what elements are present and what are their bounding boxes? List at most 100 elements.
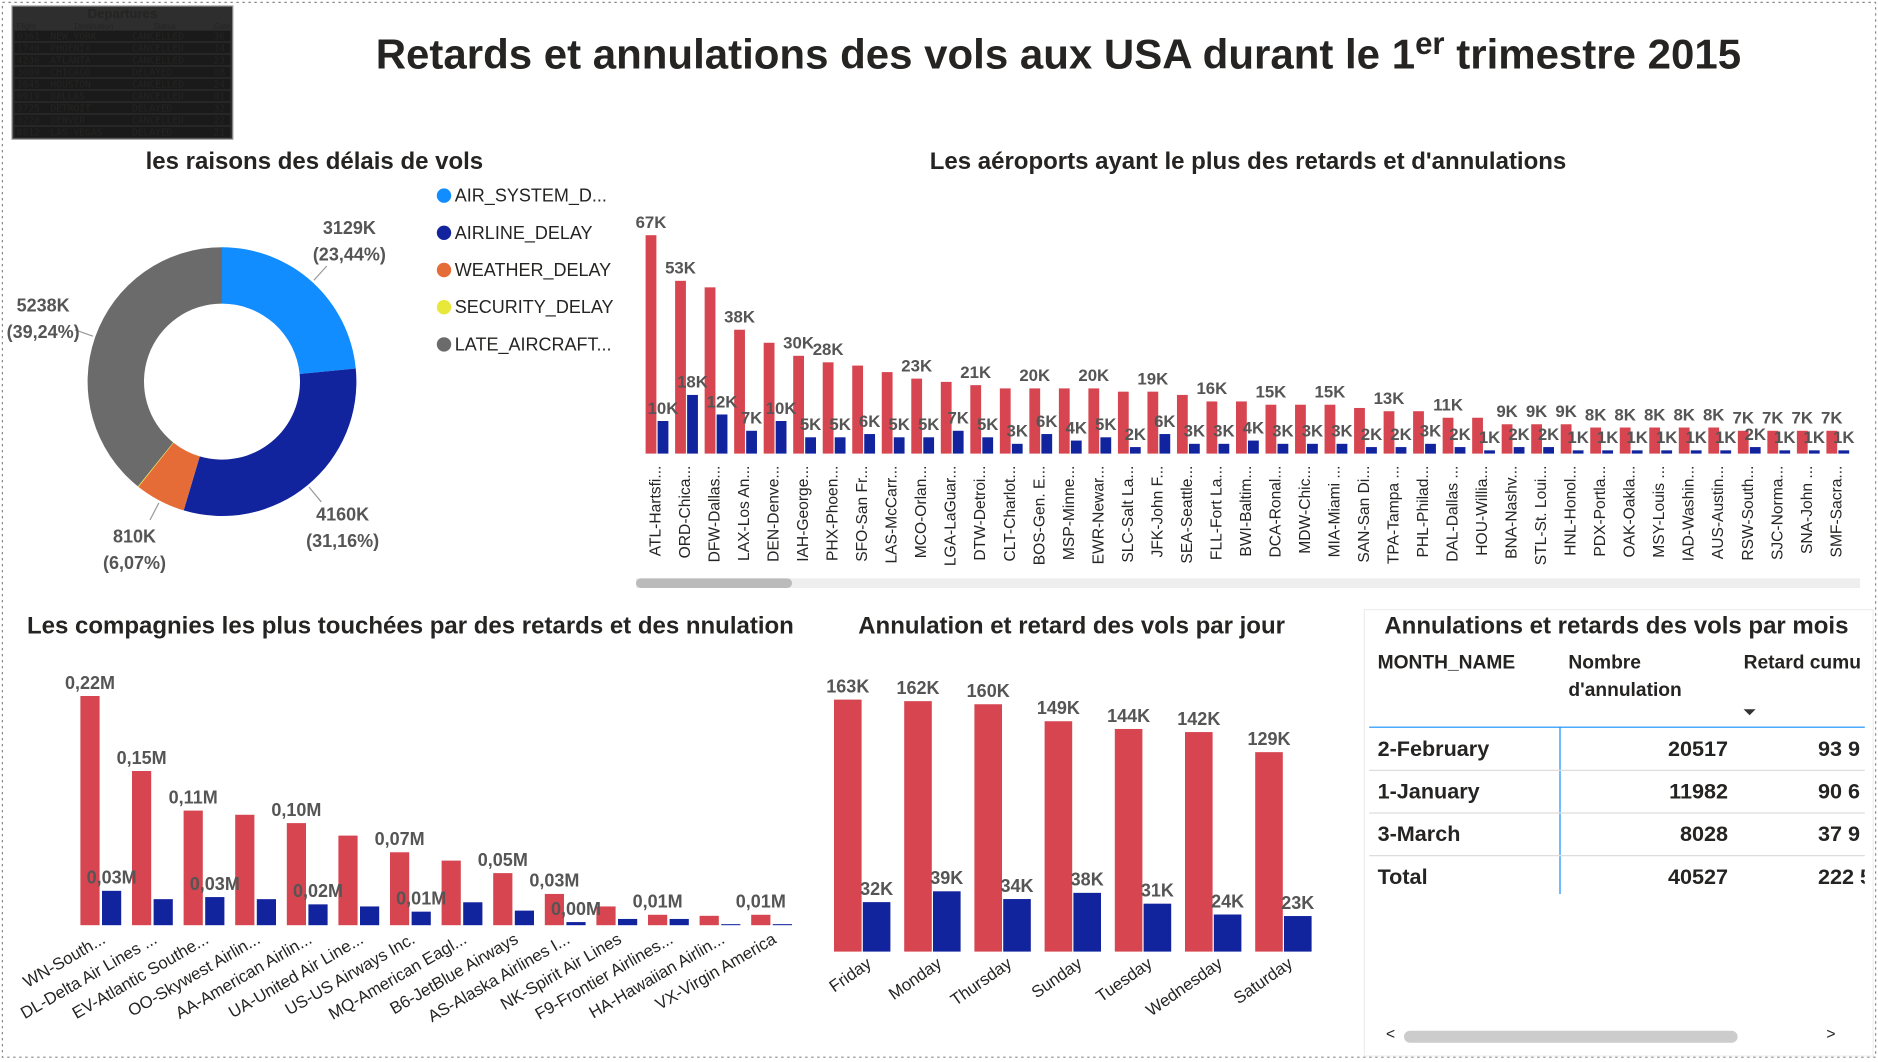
data-label: 144K [1107, 706, 1150, 726]
data-label: 1K [1567, 428, 1588, 447]
table-cell: 11982 [1669, 779, 1728, 804]
scroll-right[interactable]: > [1826, 1026, 1835, 1043]
board-cell: LAS VEGAS [50, 128, 102, 139]
bar [514, 910, 534, 926]
bar [1324, 404, 1336, 454]
bar [1117, 391, 1129, 454]
data-label: 0,01M [736, 892, 786, 912]
bar [904, 701, 932, 952]
data-label: 0,11M [169, 787, 218, 807]
bar [1661, 450, 1673, 454]
percent-label: (39,24%) [7, 322, 80, 342]
title-text: Retards et annulations des vols aux USA … [376, 30, 1415, 77]
bar [360, 906, 380, 926]
bar [1011, 443, 1023, 454]
board-cell: DENVER [50, 116, 85, 127]
bar [1366, 447, 1377, 454]
bar [699, 915, 719, 926]
bar [411, 911, 431, 926]
data-label: 0,22M [65, 673, 115, 693]
bar [1277, 443, 1289, 454]
bar [1619, 427, 1631, 454]
data-label: 0,15M [117, 748, 167, 768]
board-cell: HOUSTON [50, 80, 91, 91]
data-label: 149K [1037, 698, 1080, 718]
x-tick-label: MSY-Louis ... [1651, 466, 1668, 558]
bar [1796, 430, 1808, 454]
bar [734, 329, 745, 454]
data-label: 1K [1479, 428, 1500, 447]
column-header-text[interactable]: Nombre d'annulation [1568, 652, 1682, 701]
bar [102, 890, 122, 926]
value-label: 810K [113, 527, 156, 547]
donut-slice [222, 247, 356, 374]
data-label: 2K [1538, 425, 1559, 444]
data-label: 34K [1000, 876, 1033, 896]
leader-line [313, 265, 328, 281]
bar [1720, 450, 1732, 454]
x-tick-label: Wednesday [1143, 953, 1227, 1020]
scroll-left[interactable]: < [1386, 1026, 1395, 1043]
x-tick-label: IAH-George... [795, 466, 812, 562]
data-label: 0,07M [375, 829, 425, 849]
donut-slice [138, 442, 200, 511]
table-cell: 222 5 [1818, 864, 1872, 889]
data-label: 0,01M [633, 892, 683, 912]
bar [1176, 394, 1188, 454]
legend-marker [436, 225, 452, 240]
x-tick-label: SAN-San Di... [1356, 466, 1373, 563]
percent-label: (6,07%) [103, 553, 166, 573]
column-header-text[interactable]: MONTH_NAME [1377, 652, 1516, 674]
data-label: 6K [1154, 412, 1175, 431]
data-label: 1K [1626, 428, 1647, 447]
board-cell: 4236 [17, 56, 40, 67]
x-tick-label: ATL-Hartsfi... [648, 466, 665, 557]
bar [1383, 411, 1395, 454]
bar [1143, 903, 1172, 952]
data-label: 1K [1715, 428, 1736, 447]
x-tick-label: BOS-Gen. E... [1031, 466, 1048, 566]
x-tick-label: Monday [885, 953, 945, 1003]
x-tick-label: DEN-Denve... [766, 466, 783, 562]
data-label: 7K [1762, 409, 1783, 428]
data-label: 2K [1361, 425, 1382, 444]
bar [1808, 450, 1820, 454]
bar [463, 902, 483, 926]
board-row [14, 42, 231, 54]
table-cell: 2-February [1378, 736, 1490, 761]
column-header: Retard cumu [1743, 652, 1861, 674]
data-label: 0,01M [396, 888, 446, 908]
x-tick-label: TPA-Tampa ... [1386, 466, 1403, 565]
table-cell: 8028 [1680, 821, 1728, 846]
bar [1218, 443, 1230, 454]
data-label: 38K [724, 308, 755, 327]
data-label: 4K [1066, 418, 1087, 437]
data-label: 3K [1302, 422, 1323, 441]
data-label: 9K [1555, 402, 1576, 421]
table-title: Annulations et retards des vols par mois [1384, 613, 1848, 640]
bar [1114, 728, 1143, 952]
x-tick-label: MIA-Miami ... [1326, 466, 1343, 558]
data-label: 5K [888, 415, 909, 434]
scrollbar[interactable] [636, 578, 792, 588]
x-tick-label: SNA-John ... [1799, 466, 1816, 554]
x-tick-label: Tuesday [1092, 953, 1156, 1006]
bar [751, 914, 771, 926]
x-tick-label: HNL-Honol... [1563, 466, 1580, 556]
board-column: Gate [214, 22, 231, 31]
table-scrollbar[interactable] [1404, 1030, 1738, 1043]
data-label: 0,03M [190, 874, 240, 894]
board-cell: 14 [214, 44, 226, 55]
bar [1442, 417, 1454, 454]
x-tick-label: LAS-McCarr... [884, 466, 901, 564]
sort-indicator[interactable] [1743, 709, 1756, 716]
x-tick-label: PHL-Philad... [1415, 466, 1432, 558]
bar [1058, 388, 1070, 454]
bar [153, 899, 173, 926]
bar [862, 902, 891, 952]
bar [1003, 899, 1031, 952]
board-cell: 24 [214, 80, 226, 91]
column-header-text[interactable]: Retard cumu [1743, 652, 1861, 674]
bar [132, 771, 152, 926]
leader-line [149, 502, 160, 521]
